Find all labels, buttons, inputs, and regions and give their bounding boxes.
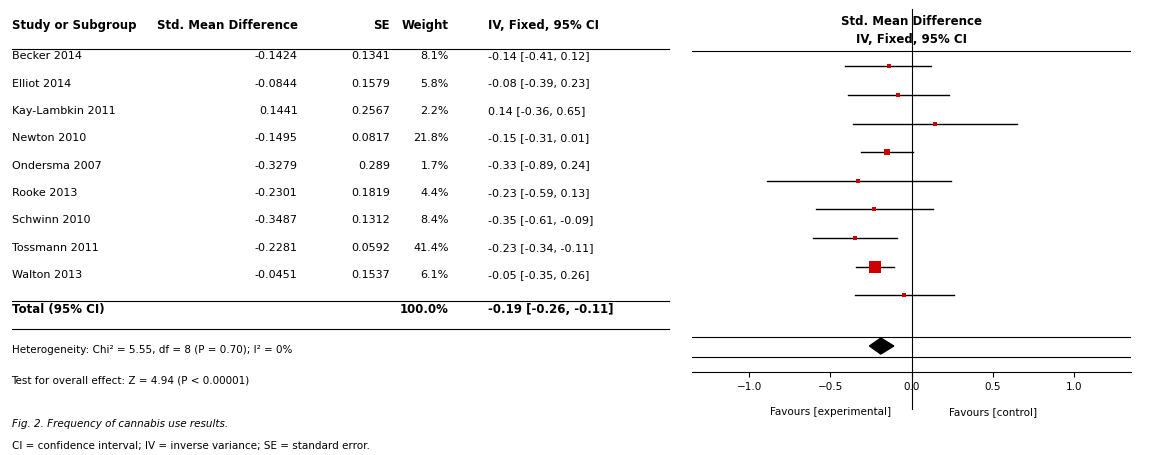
Text: 8.1%: 8.1%	[420, 51, 449, 61]
Text: -0.15 [-0.31, 0.01]: -0.15 [-0.31, 0.01]	[488, 133, 590, 143]
Text: 0.14 [-0.36, 0.65]: 0.14 [-0.36, 0.65]	[488, 106, 586, 116]
Text: 8.4%: 8.4%	[420, 215, 449, 225]
Text: Tossmann 2011: Tossmann 2011	[12, 243, 98, 253]
Text: -0.1495: -0.1495	[255, 133, 298, 143]
Text: Ondersma 2007: Ondersma 2007	[12, 161, 102, 171]
Text: -0.1424: -0.1424	[255, 51, 298, 61]
Text: -0.08 [-0.39, 0.23]: -0.08 [-0.39, 0.23]	[488, 79, 590, 89]
Text: -0.19 [-0.26, -0.11]: -0.19 [-0.26, -0.11]	[488, 303, 614, 316]
Text: Rooke 2013: Rooke 2013	[12, 188, 77, 198]
Text: -0.35 [-0.61, -0.09]: -0.35 [-0.61, -0.09]	[488, 215, 594, 225]
Text: Heterogeneity: Chi² = 5.55, df = 8 (P = 0.70); I² = 0%: Heterogeneity: Chi² = 5.55, df = 8 (P = …	[12, 345, 292, 355]
Text: -0.0844: -0.0844	[255, 79, 298, 89]
Text: SE: SE	[373, 19, 390, 32]
Text: -0.14 [-0.41, 0.12]: -0.14 [-0.41, 0.12]	[488, 51, 590, 61]
Text: 0.0817: 0.0817	[351, 133, 390, 143]
Text: Total (95% CI): Total (95% CI)	[12, 303, 104, 316]
Text: Study or Subgroup: Study or Subgroup	[12, 19, 136, 32]
Text: -0.23 [-0.59, 0.13]: -0.23 [-0.59, 0.13]	[488, 188, 590, 198]
Text: 1.7%: 1.7%	[420, 161, 449, 171]
Text: Becker 2014: Becker 2014	[12, 51, 82, 61]
Polygon shape	[869, 338, 894, 354]
Text: -0.23 [-0.34, -0.11]: -0.23 [-0.34, -0.11]	[488, 243, 594, 253]
Text: 0.0592: 0.0592	[351, 243, 390, 253]
Text: 0.1819: 0.1819	[351, 188, 390, 198]
Text: 0.1312: 0.1312	[351, 215, 390, 225]
Text: Schwinn 2010: Schwinn 2010	[12, 215, 90, 225]
Text: Fig. 2. Frequency of cannabis use results.: Fig. 2. Frequency of cannabis use result…	[12, 419, 227, 429]
Text: Weight: Weight	[402, 19, 449, 32]
Text: Newton 2010: Newton 2010	[12, 133, 85, 143]
Text: 2.2%: 2.2%	[420, 106, 449, 116]
Text: -0.3487: -0.3487	[255, 215, 298, 225]
Text: 5.8%: 5.8%	[420, 79, 449, 89]
Text: Std. Mean Difference: Std. Mean Difference	[841, 15, 982, 29]
Text: Favours [control]: Favours [control]	[949, 407, 1037, 417]
Text: 0.1341: 0.1341	[351, 51, 390, 61]
Text: -0.2301: -0.2301	[255, 188, 298, 198]
Text: 41.4%: 41.4%	[413, 243, 449, 253]
Text: Elliot 2014: Elliot 2014	[12, 79, 70, 89]
Text: 0.1537: 0.1537	[351, 270, 390, 280]
Text: -0.0451: -0.0451	[255, 270, 298, 280]
Text: 4.4%: 4.4%	[420, 188, 449, 198]
Text: 100.0%: 100.0%	[400, 303, 449, 316]
Text: -0.33 [-0.89, 0.24]: -0.33 [-0.89, 0.24]	[488, 161, 590, 171]
Text: Std. Mean Difference: Std. Mean Difference	[157, 19, 298, 32]
Text: 6.1%: 6.1%	[421, 270, 449, 280]
Text: IV, Fixed, 95% CI: IV, Fixed, 95% CI	[856, 33, 967, 46]
Text: -0.3279: -0.3279	[255, 161, 298, 171]
Text: 0.1579: 0.1579	[351, 79, 390, 89]
Text: Kay-Lambkin 2011: Kay-Lambkin 2011	[12, 106, 115, 116]
Text: 0.2567: 0.2567	[351, 106, 390, 116]
Text: Test for overall effect: Z = 4.94 (P < 0.00001): Test for overall effect: Z = 4.94 (P < 0…	[12, 375, 249, 385]
Text: CI = confidence interval; IV = inverse variance; SE = standard error.: CI = confidence interval; IV = inverse v…	[12, 441, 369, 451]
Text: -0.05 [-0.35, 0.26]: -0.05 [-0.35, 0.26]	[488, 270, 590, 280]
Text: IV, Fixed, 95% CI: IV, Fixed, 95% CI	[488, 19, 599, 32]
Text: 0.1441: 0.1441	[258, 106, 298, 116]
Text: Favours [experimental]: Favours [experimental]	[770, 407, 891, 417]
Text: -0.2281: -0.2281	[255, 243, 298, 253]
Text: Walton 2013: Walton 2013	[12, 270, 82, 280]
Text: 0.289: 0.289	[358, 161, 390, 171]
Text: 21.8%: 21.8%	[413, 133, 449, 143]
